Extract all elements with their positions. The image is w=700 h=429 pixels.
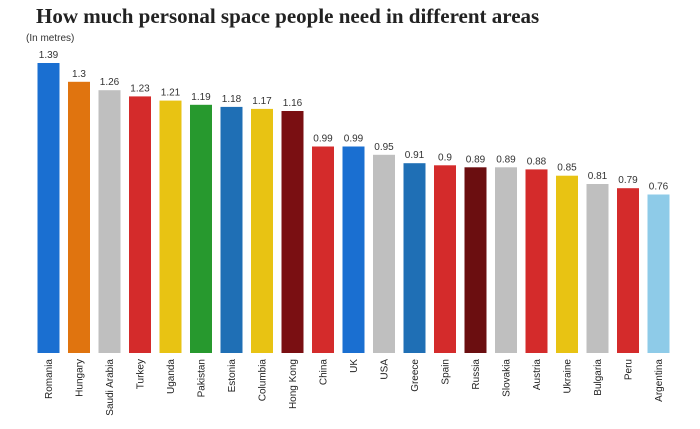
category-label-russia: Russia bbox=[471, 359, 482, 390]
value-label-uganda: 1.21 bbox=[161, 88, 181, 99]
value-label-usa: 0.95 bbox=[374, 142, 394, 153]
bar-china bbox=[312, 146, 334, 353]
value-labels-group: 1.39 1.3 1.26 1.23 1.21 1.19 1.18 1.17 1.16 0.99 0… bbox=[39, 50, 669, 193]
category-label-spain: Spain bbox=[441, 359, 452, 385]
value-label-pakistan: 1.19 bbox=[191, 92, 211, 103]
category-label-austria: Austria bbox=[532, 359, 543, 391]
bar-saudi-arabia bbox=[98, 90, 121, 353]
category-label-estonia: Estonia bbox=[227, 359, 238, 393]
value-label-china: 0.99 bbox=[313, 134, 333, 145]
category-label-china: China bbox=[319, 359, 330, 386]
category-label-argentina: Argentina bbox=[654, 359, 665, 402]
bar-peru bbox=[617, 188, 639, 353]
category-label-ukraine: Ukraine bbox=[563, 359, 574, 394]
bar-bulgaria bbox=[586, 184, 609, 353]
bar-spain bbox=[434, 165, 456, 353]
value-label-peru: 0.79 bbox=[618, 175, 638, 186]
category-label-saudi-arabia: Saudi Arabia bbox=[105, 359, 116, 416]
bar-columbia bbox=[251, 108, 273, 354]
category-label-romania: Romania bbox=[44, 359, 55, 399]
value-label-ukraine: 0.85 bbox=[557, 163, 577, 174]
bar-slovakia bbox=[495, 167, 517, 353]
chart-title: How much personal space people need in d… bbox=[36, 4, 540, 28]
category-label-hungary: Hungary bbox=[75, 359, 86, 397]
value-label-bulgaria: 0.81 bbox=[588, 171, 608, 182]
category-label-peru: Peru bbox=[624, 359, 635, 380]
value-label-hong-kong: 1.16 bbox=[283, 98, 303, 109]
bar-russia bbox=[464, 167, 487, 353]
value-label-estonia: 1.18 bbox=[222, 94, 242, 105]
value-label-romania: 1.39 bbox=[39, 50, 59, 61]
category-labels-group: Romania Hungary Saudi Arabia Turkey Uganda Pa… bbox=[44, 359, 665, 416]
bar-hungary bbox=[68, 81, 90, 354]
category-label-pakistan: Pakistan bbox=[197, 359, 208, 397]
bar-romania bbox=[37, 63, 60, 353]
value-label-uk: 0.99 bbox=[344, 134, 364, 145]
category-label-columbia: Columbia bbox=[258, 359, 269, 402]
value-label-russia: 0.89 bbox=[466, 154, 486, 165]
bar-uganda bbox=[159, 100, 182, 353]
value-label-columbia: 1.17 bbox=[252, 96, 272, 107]
bar-ukraine bbox=[556, 175, 578, 353]
value-label-slovakia: 0.89 bbox=[496, 154, 516, 165]
bar-austria bbox=[525, 169, 548, 353]
bar-uk bbox=[342, 146, 365, 353]
bar-turkey bbox=[129, 96, 151, 354]
bar-hong-kong bbox=[281, 111, 304, 353]
bar-pakistan bbox=[190, 104, 212, 353]
unit-label: (In metres) bbox=[26, 33, 75, 44]
category-label-slovakia: Slovakia bbox=[502, 359, 513, 397]
value-label-austria: 0.88 bbox=[527, 156, 547, 167]
value-label-argentina: 0.76 bbox=[649, 182, 669, 193]
value-label-saudi-arabia: 1.26 bbox=[100, 77, 120, 88]
value-label-greece: 0.91 bbox=[405, 150, 425, 161]
value-label-hungary: 1.3 bbox=[72, 69, 86, 80]
value-label-spain: 0.9 bbox=[438, 152, 452, 163]
category-label-greece: Greece bbox=[410, 359, 421, 392]
category-label-turkey: Turkey bbox=[136, 359, 147, 389]
bar-greece bbox=[403, 163, 426, 353]
bar-argentina bbox=[647, 194, 670, 353]
category-label-uk: UK bbox=[349, 359, 360, 373]
bar-estonia bbox=[220, 106, 243, 354]
value-label-turkey: 1.23 bbox=[130, 83, 150, 94]
category-label-uganda: Uganda bbox=[166, 359, 177, 394]
bar-usa bbox=[373, 154, 395, 353]
bars-group bbox=[37, 63, 670, 354]
category-label-usa: USA bbox=[380, 359, 391, 380]
category-label-bulgaria: Bulgaria bbox=[593, 359, 604, 396]
category-label-hong-kong: Hong Kong bbox=[288, 359, 299, 409]
